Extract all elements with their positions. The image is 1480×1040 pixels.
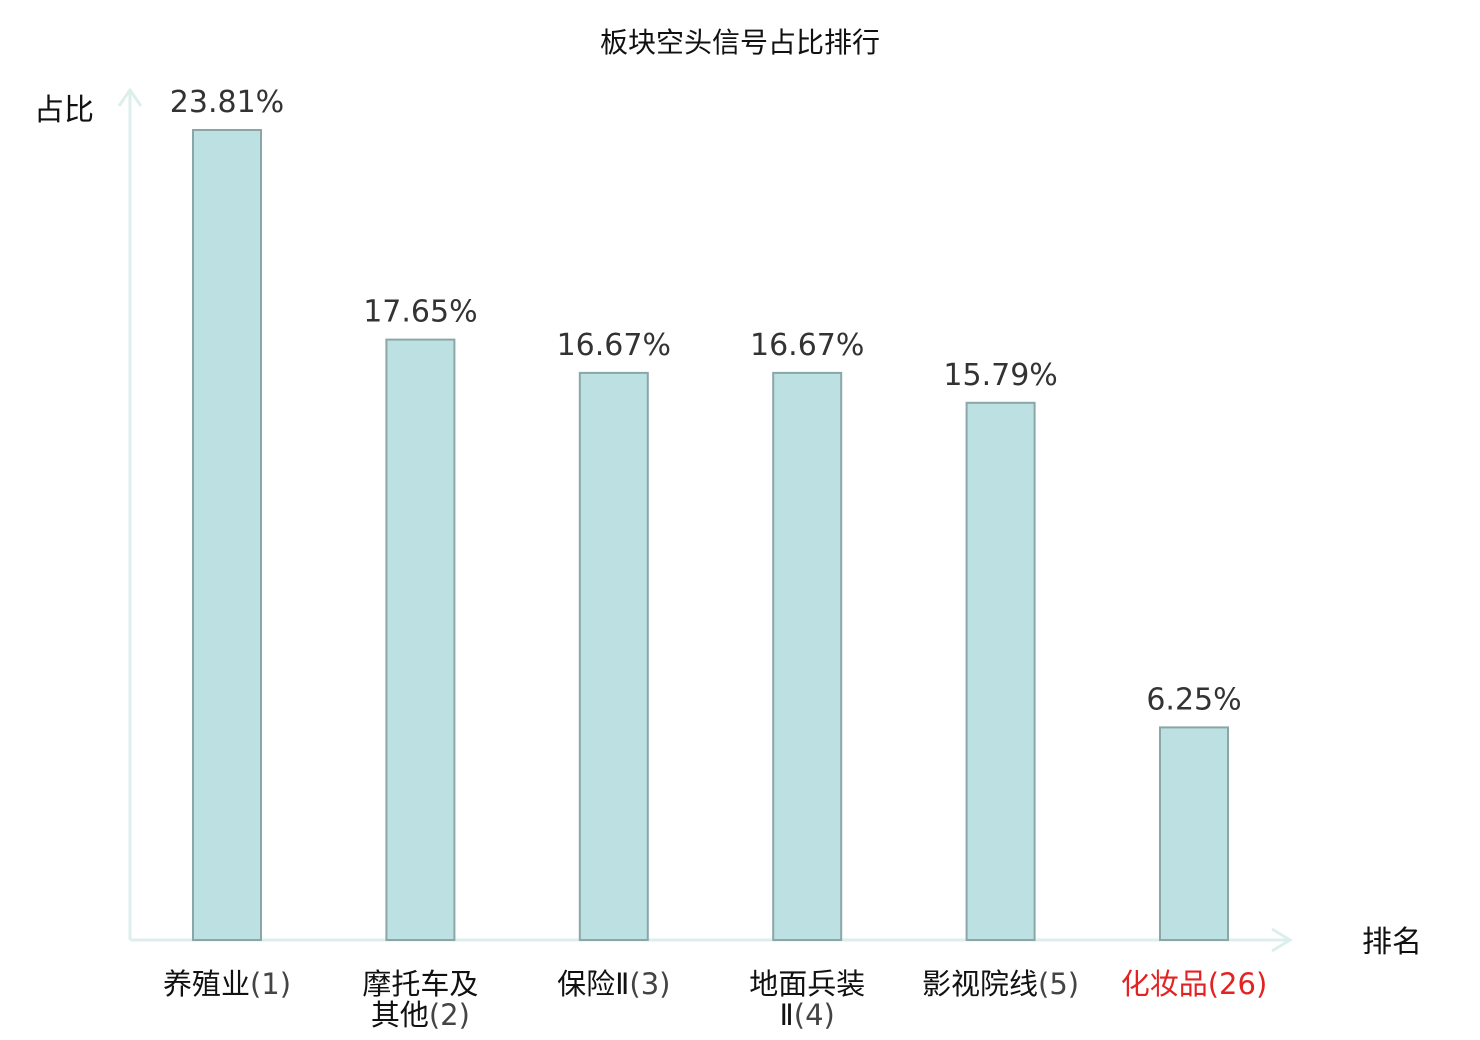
- bar: [578, 371, 649, 941]
- x-tick-rank: (4): [794, 998, 835, 1032]
- x-tick-name: 影视院线: [922, 967, 1038, 1001]
- bar-value-label: 6.25%: [1146, 682, 1241, 717]
- bar-value-label: 16.67%: [750, 328, 864, 363]
- chart-title: 板块空头信号占比排行: [600, 26, 880, 59]
- x-axis-label: 排名: [1362, 925, 1422, 960]
- bar: [965, 401, 1036, 941]
- x-tick-rank: (5): [1038, 967, 1079, 1001]
- bar-value-label: 17.65%: [363, 295, 477, 330]
- x-axis-arrow: [1271, 927, 1293, 953]
- bar: [385, 338, 456, 942]
- bar: [192, 129, 262, 941]
- x-tick-label: 化妆品(26): [1121, 967, 1268, 1001]
- x-tick-rank: (2): [429, 998, 470, 1032]
- x-tick-rank: (26): [1208, 967, 1268, 1001]
- y-axis-label: 占比: [34, 93, 94, 128]
- x-tick-rank: (3): [629, 967, 670, 1001]
- bars: [192, 129, 1229, 942]
- bar: [1159, 726, 1229, 942]
- x-tick-name: 保险Ⅱ: [557, 967, 629, 1001]
- value-labels: 23.81% 17.65% 16.67% 16.67% 15.79% 6.25%: [170, 85, 1242, 717]
- x-tick-label: 摩托车及: [362, 967, 478, 1001]
- bar: [772, 371, 843, 941]
- bar-value-label: 23.81%: [170, 85, 284, 120]
- x-tick-name: 其他: [371, 998, 429, 1032]
- x-tick-label: 地面兵装: [749, 967, 865, 1001]
- x-tick-name: 养殖业: [163, 967, 250, 1001]
- x-tick-name: Ⅱ: [780, 998, 794, 1032]
- y-axis-arrow: [117, 87, 143, 107]
- bar-value-label: 16.67%: [557, 328, 671, 363]
- axes: [117, 87, 1293, 953]
- x-tick-label: 影视院线(5): [922, 967, 1079, 1001]
- bar-value-label: 15.79%: [943, 358, 1057, 393]
- x-tick-name: 化妆品: [1121, 967, 1208, 1001]
- x-tick-name: 摩托车及: [362, 967, 478, 1001]
- x-tick-label: Ⅱ(4): [780, 998, 835, 1032]
- x-tick-name: 地面兵装: [749, 967, 865, 1001]
- x-tick-label: 养殖业(1): [163, 967, 291, 1001]
- x-tick-label: 其他(2): [371, 998, 470, 1032]
- x-tick-rank: (1): [250, 967, 291, 1001]
- x-tick-label: 保险Ⅱ(3): [557, 967, 670, 1001]
